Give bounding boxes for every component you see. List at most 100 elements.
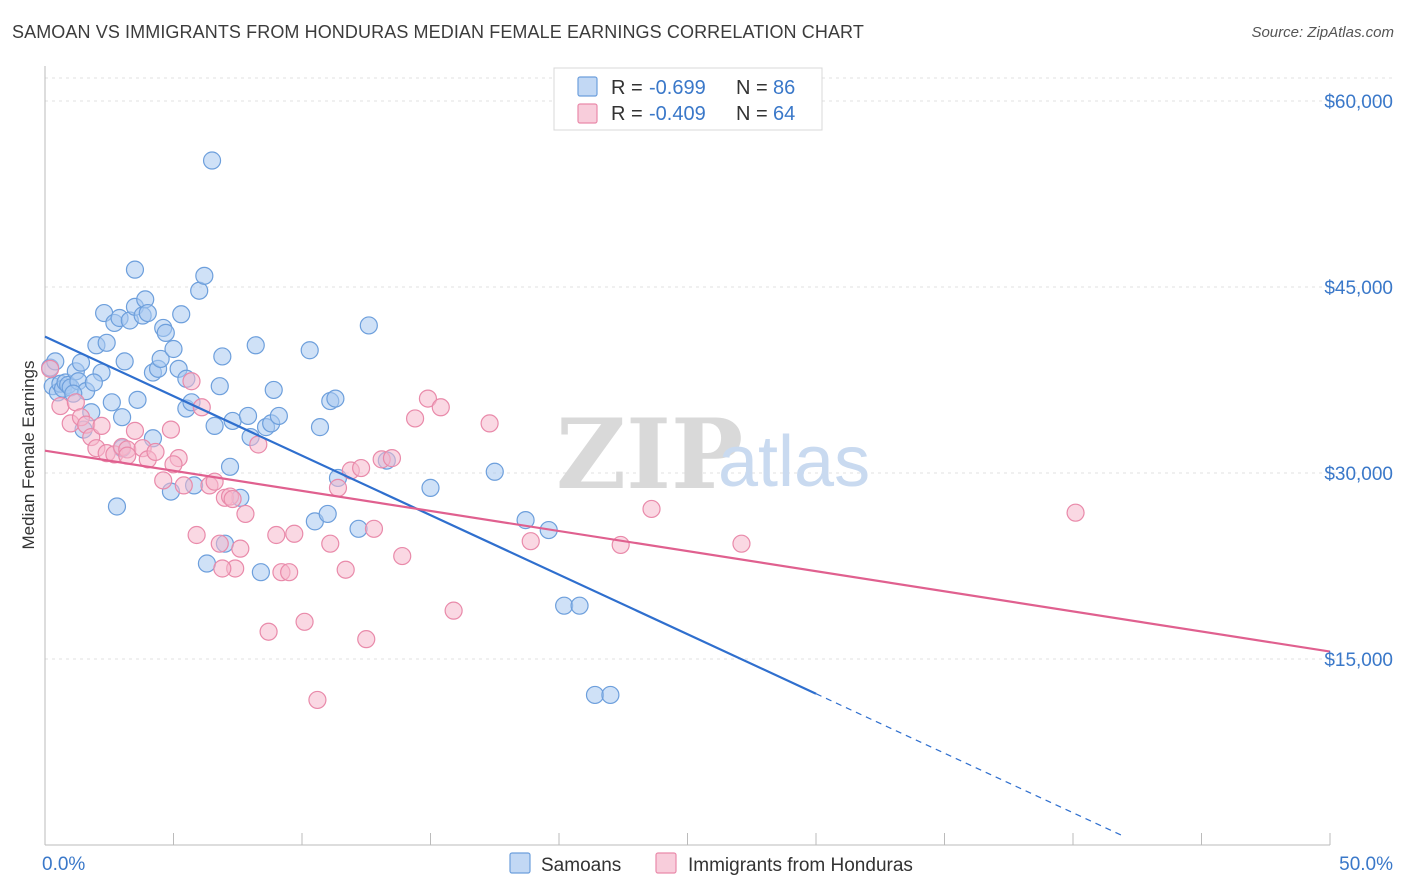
samoans-point: [112, 408, 132, 427]
samoans-point: [220, 457, 240, 476]
watermark-zip: ZIP: [556, 398, 743, 511]
samoans-point: [570, 596, 589, 615]
samoans-point: [164, 339, 183, 359]
honduras-point: [154, 471, 173, 490]
honduras-point: [267, 525, 286, 545]
samoans-point: [251, 563, 270, 582]
honduras-point: [236, 504, 255, 524]
honduras-points: [41, 359, 1085, 710]
x-tick-label: 50.0%: [1339, 854, 1393, 875]
watermark: ZIP atlas: [556, 398, 870, 511]
honduras-point: [1066, 503, 1085, 522]
honduras-point: [146, 442, 165, 462]
honduras-point: [444, 601, 463, 620]
samoans-point: [205, 416, 224, 435]
samoans-point: [138, 303, 157, 323]
y-axis-label: Median Female Earnings: [19, 361, 38, 550]
honduras-point: [393, 546, 412, 566]
samoans-point: [128, 390, 147, 409]
honduras-stat-swatch: [577, 103, 598, 124]
samoans-point: [310, 418, 330, 437]
samoans-point: [107, 497, 127, 516]
samoans-stat-swatch: [577, 76, 598, 97]
samoans-point: [601, 685, 620, 705]
honduras-point: [210, 534, 229, 553]
y-tick-label: $60,000: [1324, 92, 1393, 113]
honduras-point: [382, 449, 402, 468]
honduras-r-label: R =: [611, 103, 643, 125]
chart-title: SAMOAN VS IMMIGRANTS FROM HONDURAS MEDIA…: [12, 22, 864, 42]
samoans-point: [210, 377, 229, 396]
samoans-point: [318, 504, 337, 524]
honduras-point: [521, 532, 540, 551]
y-tick-labels: $15,000 $30,000 $45,000 $60,000: [1324, 92, 1393, 671]
legend-label-honduras: Immigrants from Honduras: [688, 855, 913, 876]
samoans-point: [84, 373, 103, 392]
samoans-point: [264, 380, 283, 400]
honduras-trend-line: [44, 449, 1331, 653]
honduras-point: [480, 414, 499, 433]
samoans-point: [349, 519, 368, 538]
honduras-point: [308, 690, 327, 710]
honduras-point: [642, 499, 661, 519]
honduras-point: [295, 612, 314, 631]
x-tick-labels: 0.0% 50.0%: [42, 854, 1393, 875]
honduras-point: [92, 416, 111, 435]
y-tick-label: $15,000: [1324, 650, 1393, 671]
samoans-trend-line: [44, 335, 817, 695]
honduras-point: [125, 421, 145, 440]
samoans-point: [555, 596, 574, 615]
samoans-point: [102, 393, 121, 412]
stats-box-frame: [553, 67, 823, 131]
samoans-point: [246, 336, 265, 355]
legend-label-samoans: Samoans: [541, 855, 621, 876]
samoans-point: [197, 554, 217, 573]
honduras-point: [364, 519, 384, 538]
honduras-point: [336, 560, 355, 579]
stats-box: R = -0.699 N = 86 R = -0.409 N = 64: [553, 67, 823, 131]
axes: [44, 66, 1331, 846]
honduras-point: [418, 389, 438, 408]
samoans-r-value: -0.699: [649, 77, 706, 99]
honduras-point: [431, 398, 450, 417]
honduras-point: [732, 534, 751, 553]
samoans-point: [172, 305, 191, 324]
legend: Samoans Immigrants from Honduras: [509, 852, 913, 876]
y-tick-label: $45,000: [1324, 278, 1393, 299]
honduras-point: [161, 420, 181, 439]
samoans-point: [97, 333, 116, 352]
samoans-n-value: 86: [773, 77, 795, 99]
watermark-atlas: atlas: [718, 422, 870, 502]
honduras-n-value: 64: [773, 103, 795, 125]
honduras-point: [187, 525, 206, 545]
legend-swatch-honduras: [655, 852, 677, 874]
samoans-point: [300, 341, 319, 360]
y-tick-label: $30,000: [1324, 464, 1393, 485]
honduras-point: [231, 539, 250, 558]
samoans-point: [359, 316, 378, 335]
samoans-point: [156, 323, 175, 342]
samoans-point: [195, 266, 214, 285]
legend-swatch-samoans: [509, 852, 531, 874]
x-tick-label: 0.0%: [42, 854, 85, 875]
samoans-point: [421, 478, 440, 497]
honduras-point: [280, 563, 299, 582]
honduras-point: [328, 478, 348, 497]
honduras-point: [357, 630, 376, 649]
honduras-point: [223, 489, 242, 509]
samoans-point: [326, 389, 345, 408]
honduras-n-label: N =: [736, 103, 768, 125]
honduras-point: [259, 622, 278, 641]
samoans-point: [213, 347, 232, 366]
samoans-trend-extension: [815, 693, 1125, 838]
samoans-point: [115, 352, 134, 371]
samoans-point: [151, 349, 170, 369]
samoans-point: [269, 406, 288, 426]
trend-lines: [44, 335, 1331, 838]
samoans-point: [585, 685, 605, 705]
grid: [45, 77, 1392, 660]
samoans-point: [125, 260, 145, 279]
honduras-r-value: -0.409: [649, 103, 706, 125]
samoans-point: [202, 151, 222, 170]
